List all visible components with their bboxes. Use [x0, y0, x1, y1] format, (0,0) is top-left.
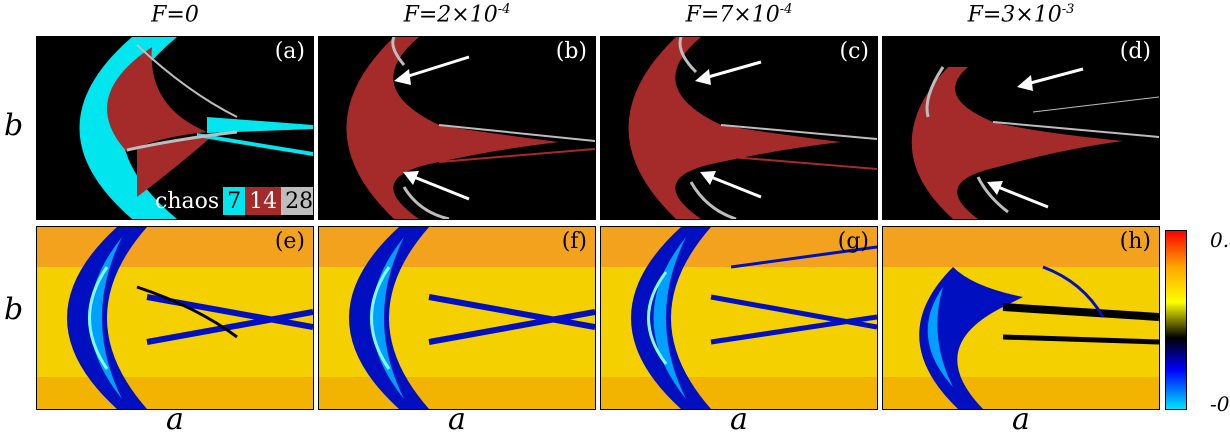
panel-a: (a) chaos 7 14 28 — [36, 36, 314, 220]
title-text: F=3×10 — [967, 2, 1062, 28]
panel-label-e: (e) — [274, 229, 305, 254]
legend-entry-14: 14 — [245, 187, 282, 215]
column-title-1: F=0 — [60, 2, 290, 27]
column-title-3: F=7×10-4 — [624, 2, 854, 27]
lyapunov-map-h — [883, 227, 1159, 409]
x-axis-label-2: a — [448, 402, 466, 437]
title-text: F=0 — [151, 2, 199, 28]
colorbar-max-label: 0.8 — [1210, 228, 1230, 252]
colorbar-min-label: -0.9 — [1210, 392, 1230, 416]
panel-label-b: (b) — [555, 39, 587, 64]
panel-label-d: (d) — [1119, 39, 1151, 64]
lyapunov-map-f — [319, 227, 595, 409]
lyapunov-map-g — [601, 227, 877, 409]
period-map-d — [911, 66, 1159, 219]
y-axis-label-top: b — [4, 108, 24, 143]
x-axis-label-1: a — [166, 402, 184, 437]
panel-b: (b) — [318, 36, 596, 220]
title-exponent: -4 — [779, 2, 793, 17]
y-axis-label-bottom: b — [4, 292, 24, 327]
panel-label-c: (c) — [839, 39, 870, 64]
panel-d: (d) — [882, 36, 1160, 220]
panel-f: (f) — [318, 226, 596, 410]
legend-entry-28: 28 — [281, 187, 313, 215]
title-text: F=2×10 — [403, 2, 498, 28]
panel-label-h: (h) — [1119, 229, 1151, 254]
colorbar — [1165, 230, 1187, 410]
panel-h: (h) — [882, 226, 1160, 410]
panel-label-f: (f) — [561, 229, 587, 254]
title-exponent: -4 — [497, 2, 511, 17]
period-legend: chaos 7 14 28 — [155, 187, 313, 215]
legend-title: chaos — [155, 188, 220, 214]
panel-c: (c) — [600, 36, 878, 220]
x-axis-label-4: a — [1012, 402, 1030, 437]
column-title-4: F=3×10-3 — [906, 2, 1136, 27]
panel-label-a: (a) — [274, 39, 305, 64]
x-axis-label-3: a — [730, 402, 748, 437]
period-map-b — [346, 37, 595, 219]
lyapunov-map-e — [37, 227, 313, 409]
period-map-a — [79, 37, 313, 219]
title-text: F=7×10 — [685, 2, 780, 28]
legend-entry-7: 7 — [223, 187, 246, 215]
period-map-c — [628, 37, 877, 219]
panel-e: (e) — [36, 226, 314, 410]
panel-label-g: (g) — [837, 229, 869, 254]
title-exponent: -3 — [1061, 2, 1075, 17]
column-title-2: F=2×10-4 — [342, 2, 572, 27]
panel-g: (g) — [600, 226, 878, 410]
